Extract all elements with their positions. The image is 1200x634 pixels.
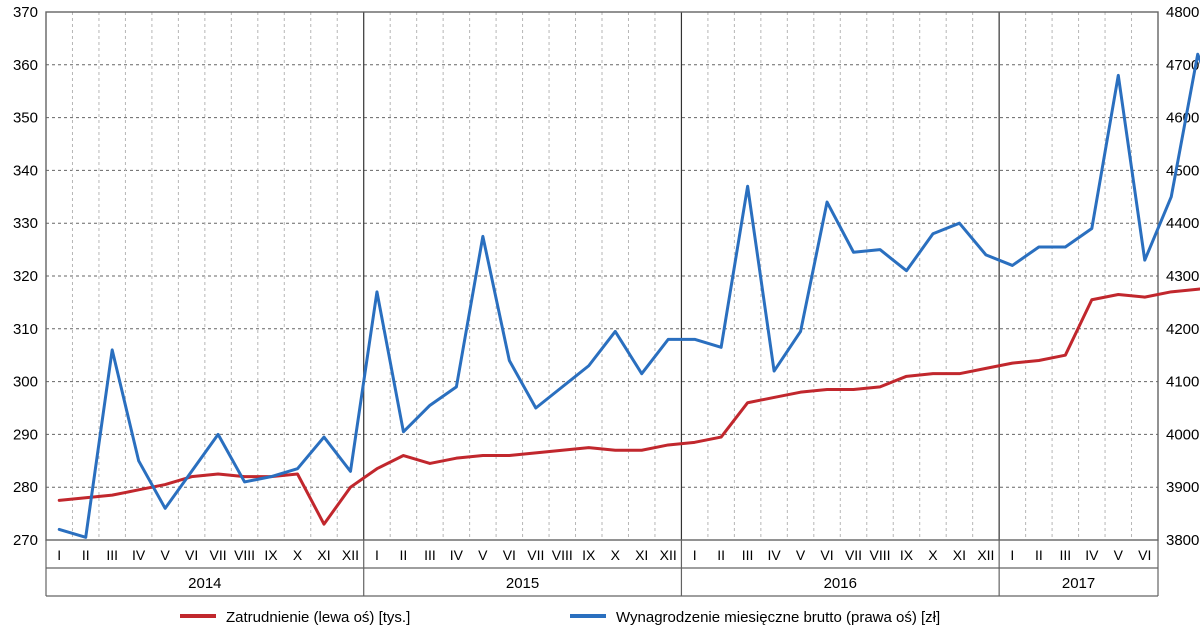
x-month-label: X	[928, 547, 938, 563]
legend-swatch	[570, 614, 606, 618]
x-month-label: I	[57, 547, 61, 563]
left-axis-tick: 300	[13, 374, 38, 391]
x-month-label: VI	[503, 547, 516, 563]
right-axis-tick: 4800	[1166, 4, 1199, 21]
x-month-label: VI	[1138, 547, 1151, 563]
x-month-label: XI	[317, 547, 330, 563]
x-month-label: XI	[635, 547, 648, 563]
x-month-label: IX	[582, 547, 596, 563]
x-month-label: III	[742, 547, 754, 563]
x-month-label: VIII	[552, 547, 573, 563]
left-axis-tick: 270	[13, 532, 38, 549]
legend-label: Zatrudnienie (lewa oś) [tys.]	[226, 609, 410, 626]
x-month-label: V	[478, 547, 488, 563]
x-month-label: XII	[977, 547, 994, 563]
x-month-label: I	[693, 547, 697, 563]
series-salary	[59, 54, 1200, 537]
x-month-label: V	[160, 547, 170, 563]
right-axis-tick: 4400	[1166, 215, 1199, 232]
x-month-label: VI	[185, 547, 198, 563]
x-month-label: VIII	[234, 547, 255, 563]
x-month-label: VII	[845, 547, 862, 563]
x-month-label: X	[293, 547, 303, 563]
x-year-label: 2015	[506, 575, 539, 592]
left-axis-tick: 370	[13, 4, 38, 21]
left-axis-tick: 280	[13, 479, 38, 496]
legend-label: Wynagrodzenie miesięczne brutto (prawa o…	[616, 609, 940, 626]
x-month-label: VII	[210, 547, 227, 563]
x-month-label: VI	[820, 547, 833, 563]
x-month-label: I	[1010, 547, 1014, 563]
right-axis-tick: 3900	[1166, 479, 1199, 496]
legend-swatch	[180, 614, 216, 618]
x-month-label: III	[106, 547, 118, 563]
series-employment	[59, 284, 1200, 524]
left-axis-tick: 340	[13, 162, 38, 179]
x-month-label: II	[82, 547, 90, 563]
x-month-label: V	[796, 547, 806, 563]
x-month-label: IX	[900, 547, 914, 563]
left-axis-tick: 320	[13, 268, 38, 285]
x-month-label: X	[611, 547, 621, 563]
x-month-label: XII	[342, 547, 359, 563]
chart-svg: 270 280 290 300 310 320 330 340 350 360 370 3800 390…	[0, 0, 1200, 634]
left-axis-tick: 360	[13, 57, 38, 74]
right-axis-tick: 4200	[1166, 321, 1199, 338]
left-axis-tick: 330	[13, 215, 38, 232]
right-axis-tick: 4000	[1166, 426, 1199, 443]
x-month-label: II	[717, 547, 725, 563]
right-axis-tick: 4300	[1166, 268, 1199, 285]
left-axis-tick: 350	[13, 110, 38, 127]
x-month-label: IV	[132, 547, 146, 563]
x-month-label: IV	[450, 547, 464, 563]
x-month-label: VIII	[869, 547, 890, 563]
x-month-label: I	[375, 547, 379, 563]
x-month-label: XII	[660, 547, 677, 563]
x-month-label: V	[1114, 547, 1124, 563]
left-axis-tick: 290	[13, 426, 38, 443]
x-year-label: 2017	[1062, 575, 1095, 592]
x-year-label: 2016	[824, 575, 857, 592]
x-month-label: IV	[1085, 547, 1099, 563]
x-month-label: IX	[264, 547, 278, 563]
right-axis-tick: 4600	[1166, 110, 1199, 127]
left-axis-tick: 310	[13, 321, 38, 338]
x-year-label: 2014	[188, 575, 221, 592]
right-axis-tick: 4500	[1166, 162, 1199, 179]
right-axis-tick: 4100	[1166, 374, 1199, 391]
right-axis-tick: 3800	[1166, 532, 1199, 549]
x-month-label: II	[1035, 547, 1043, 563]
x-month-label: XI	[953, 547, 966, 563]
x-month-label: III	[1059, 547, 1071, 563]
dual-axis-line-chart: 270 280 290 300 310 320 330 340 350 360 370 3800 390…	[0, 0, 1200, 634]
x-month-label: IV	[767, 547, 781, 563]
x-month-label: III	[424, 547, 436, 563]
x-month-label: II	[400, 547, 408, 563]
x-month-label: VII	[527, 547, 544, 563]
